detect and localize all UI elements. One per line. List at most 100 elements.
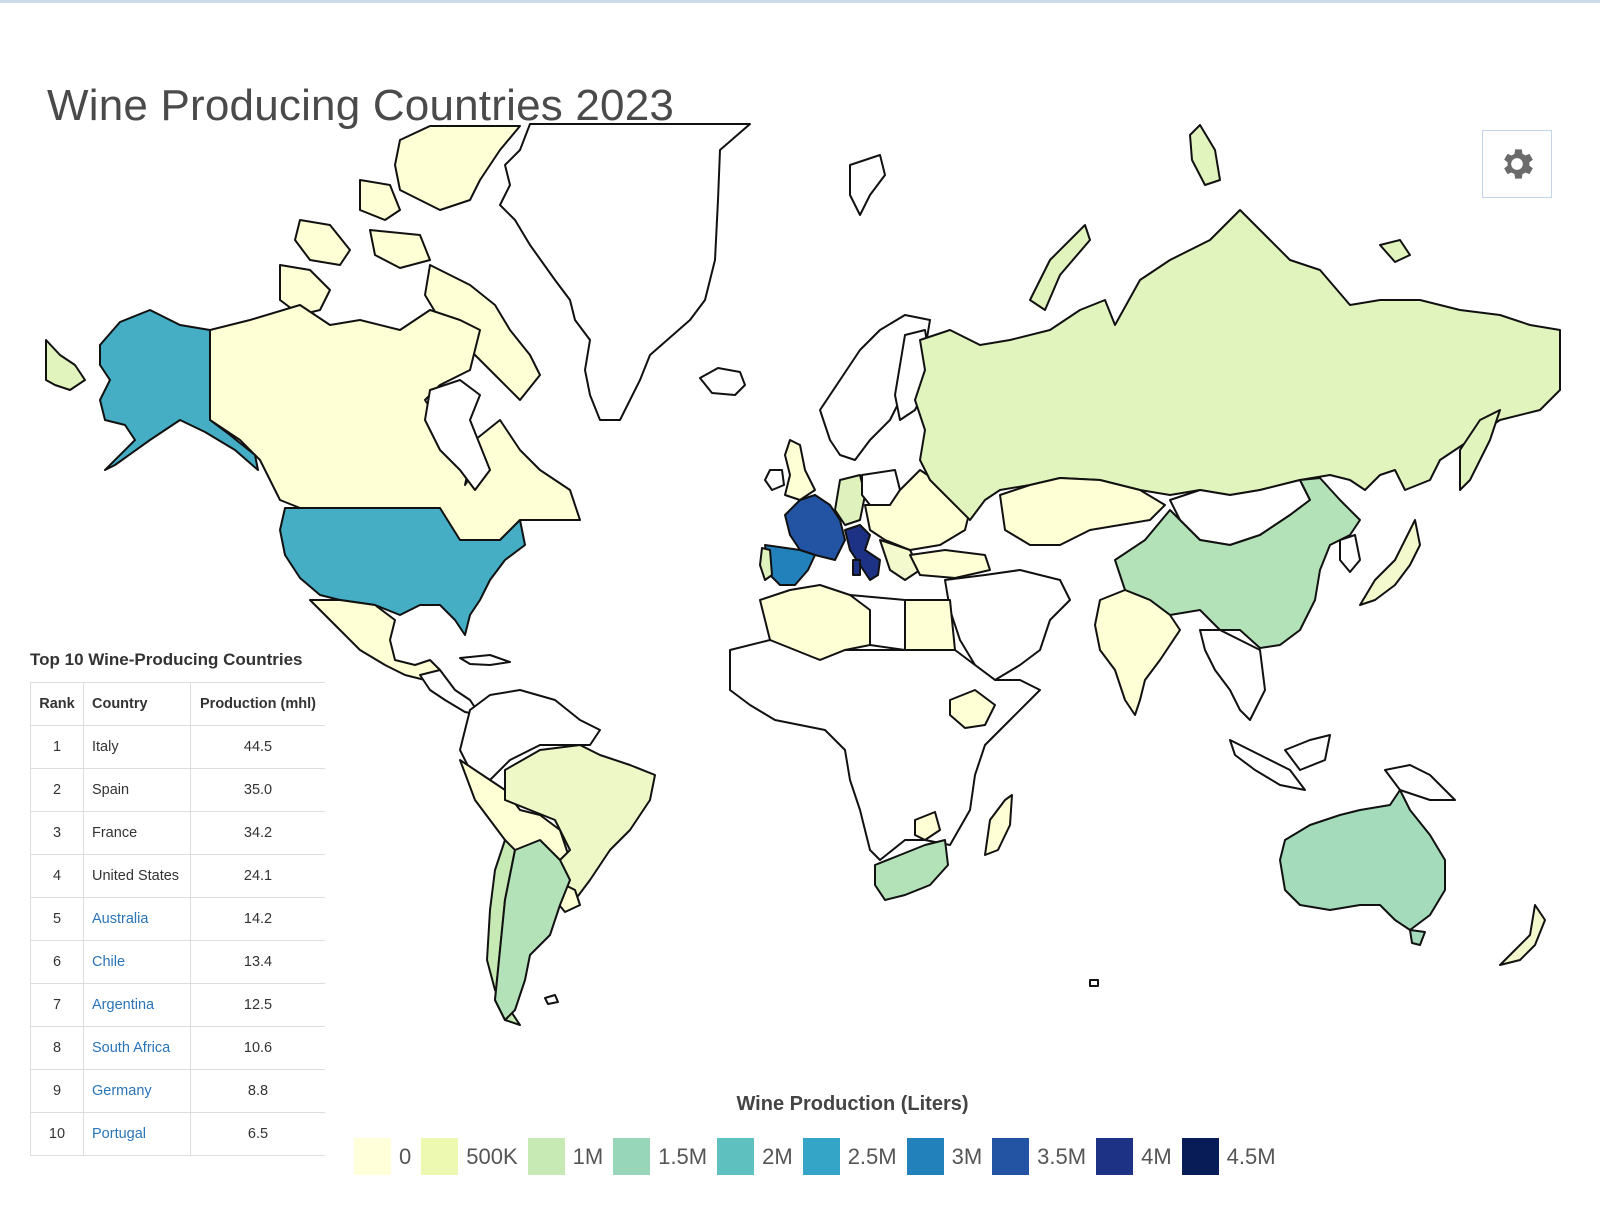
region-argentina[interactable] [494, 839, 571, 1021]
region-new-siberian[interactable] [1379, 239, 1411, 263]
world-choropleth-map[interactable] [0, 120, 1600, 1050]
region-greenland[interactable] [499, 123, 751, 421]
region-brazil[interactable] [504, 744, 656, 901]
legend-item[interactable]: 0 [354, 1138, 411, 1175]
legend-item[interactable]: 4.5M [1181, 1138, 1276, 1175]
region-svalbard[interactable] [849, 154, 886, 216]
country-link[interactable]: Australia [92, 911, 149, 927]
settings-button[interactable] [1482, 130, 1552, 198]
region-canada-islands[interactable] [369, 229, 431, 269]
region-new-zealand[interactable] [1499, 904, 1546, 966]
region-middle-east[interactable] [944, 569, 1071, 681]
region-borneo[interactable] [1284, 734, 1331, 771]
region-uk[interactable] [784, 439, 816, 501]
region-falklands[interactable] [544, 994, 559, 1005]
legend-item[interactable]: 3M [906, 1138, 983, 1175]
region-russia[interactable] [914, 209, 1561, 521]
region-tasmania[interactable] [1409, 929, 1426, 946]
region-australia[interactable] [1279, 789, 1446, 931]
region-italy[interactable] [844, 524, 881, 581]
country-cell[interactable]: Chile [83, 940, 191, 984]
region-ireland[interactable] [764, 469, 785, 491]
table-row: 5 Australia 14.2 [30, 897, 325, 941]
region-india[interactable] [1094, 589, 1181, 716]
legend-item[interactable]: 2M [717, 1138, 793, 1175]
region-libya[interactable] [849, 594, 906, 651]
production-cell: 12.5 [190, 983, 325, 1027]
region-zimbabwe[interactable] [914, 811, 941, 841]
legend-swatch [802, 1138, 840, 1175]
region-kamchatka[interactable] [1459, 409, 1501, 491]
region-korea[interactable] [1339, 534, 1361, 573]
region-canada-islands[interactable] [394, 125, 521, 211]
legend-swatch [613, 1138, 651, 1175]
country-link[interactable]: Portugal [92, 1126, 147, 1142]
region-spain[interactable] [764, 544, 816, 586]
region-ethiopia[interactable] [949, 689, 996, 729]
legend-item[interactable]: 500K [421, 1138, 518, 1175]
region-kazakhstan[interactable] [999, 477, 1166, 546]
legend-item[interactable]: 2.5M [802, 1138, 897, 1175]
region-iceland[interactable] [699, 367, 746, 396]
legend-item[interactable]: 3.5M [992, 1138, 1086, 1175]
region-indonesia[interactable] [1229, 739, 1306, 791]
region-united-states[interactable] [279, 507, 526, 636]
region-severnaya-zemlya[interactable] [1189, 124, 1221, 186]
rank-cell: 2 [30, 768, 84, 812]
region-sardinia[interactable] [852, 559, 861, 576]
region-south-africa[interactable] [874, 839, 949, 901]
country-cell[interactable]: South Africa [83, 1026, 191, 1070]
country-name: Spain [92, 782, 130, 798]
region-turkey[interactable] [909, 549, 991, 579]
table-row: 8 South Africa 10.6 [30, 1026, 325, 1070]
table-header-row: Rank Country Production (mhl) [30, 682, 325, 726]
country-name: United States [92, 868, 180, 884]
page-title: Wine Producing Countries 2023 [47, 81, 675, 131]
legend-item[interactable]: 4M [1096, 1138, 1172, 1175]
region-balkans[interactable] [879, 539, 921, 581]
table-title: Top 10 Wine-Producing Countries [30, 650, 303, 669]
region-mexico[interactable] [309, 599, 441, 681]
region-madagascar[interactable] [984, 794, 1013, 856]
region-france[interactable] [784, 494, 846, 561]
gear-icon [1504, 149, 1533, 179]
country-cell[interactable]: Portugal [83, 1112, 191, 1156]
region-canada-islands[interactable] [359, 179, 401, 221]
rank-cell: 5 [30, 897, 84, 941]
legend-item[interactable]: 1.5M [613, 1138, 707, 1175]
rank-cell: 9 [30, 1069, 84, 1113]
table-row: 3 France 34.2 [30, 811, 325, 855]
region-cuba[interactable] [459, 654, 511, 666]
legend-swatch [421, 1138, 459, 1175]
region-new-guinea[interactable] [1384, 764, 1456, 801]
column-header-country: Country [83, 682, 191, 726]
country-link[interactable]: Argentina [92, 997, 155, 1013]
region-southeast-asia[interactable] [1199, 629, 1266, 721]
legend-label: 500K [466, 1143, 518, 1169]
region-canada-islands[interactable] [279, 264, 331, 316]
region-novaya-zemlya[interactable] [1029, 224, 1091, 311]
country-link[interactable]: Germany [92, 1083, 152, 1099]
country-link[interactable]: South Africa [92, 1040, 171, 1056]
country-name: France [92, 825, 138, 841]
production-cell: 34.2 [190, 811, 325, 855]
top-producers-table-panel: Top 10 Wine-Producing Countries Rank Cou… [30, 650, 325, 1156]
country-cell[interactable]: Australia [83, 897, 191, 941]
region-germany[interactable] [834, 474, 866, 526]
region-japan[interactable] [1359, 519, 1421, 606]
region-portugal[interactable] [759, 547, 773, 581]
region-antarctic-island[interactable] [1089, 979, 1099, 987]
legend-swatch [1096, 1138, 1134, 1175]
region-alaska-us[interactable] [99, 309, 259, 471]
country-cell[interactable]: Germany [83, 1069, 191, 1113]
region-russia-west-edge[interactable] [45, 339, 86, 391]
region-china[interactable] [1114, 477, 1361, 649]
region-egypt[interactable] [904, 599, 956, 651]
region-canada-islands[interactable] [294, 219, 351, 266]
country-cell: France [83, 811, 191, 855]
country-cell[interactable]: Argentina [83, 983, 191, 1027]
country-link[interactable]: Chile [92, 954, 126, 970]
legend-item[interactable]: 1M [527, 1138, 603, 1175]
production-cell: 44.5 [190, 725, 325, 769]
legend-label: 3M [951, 1143, 983, 1169]
